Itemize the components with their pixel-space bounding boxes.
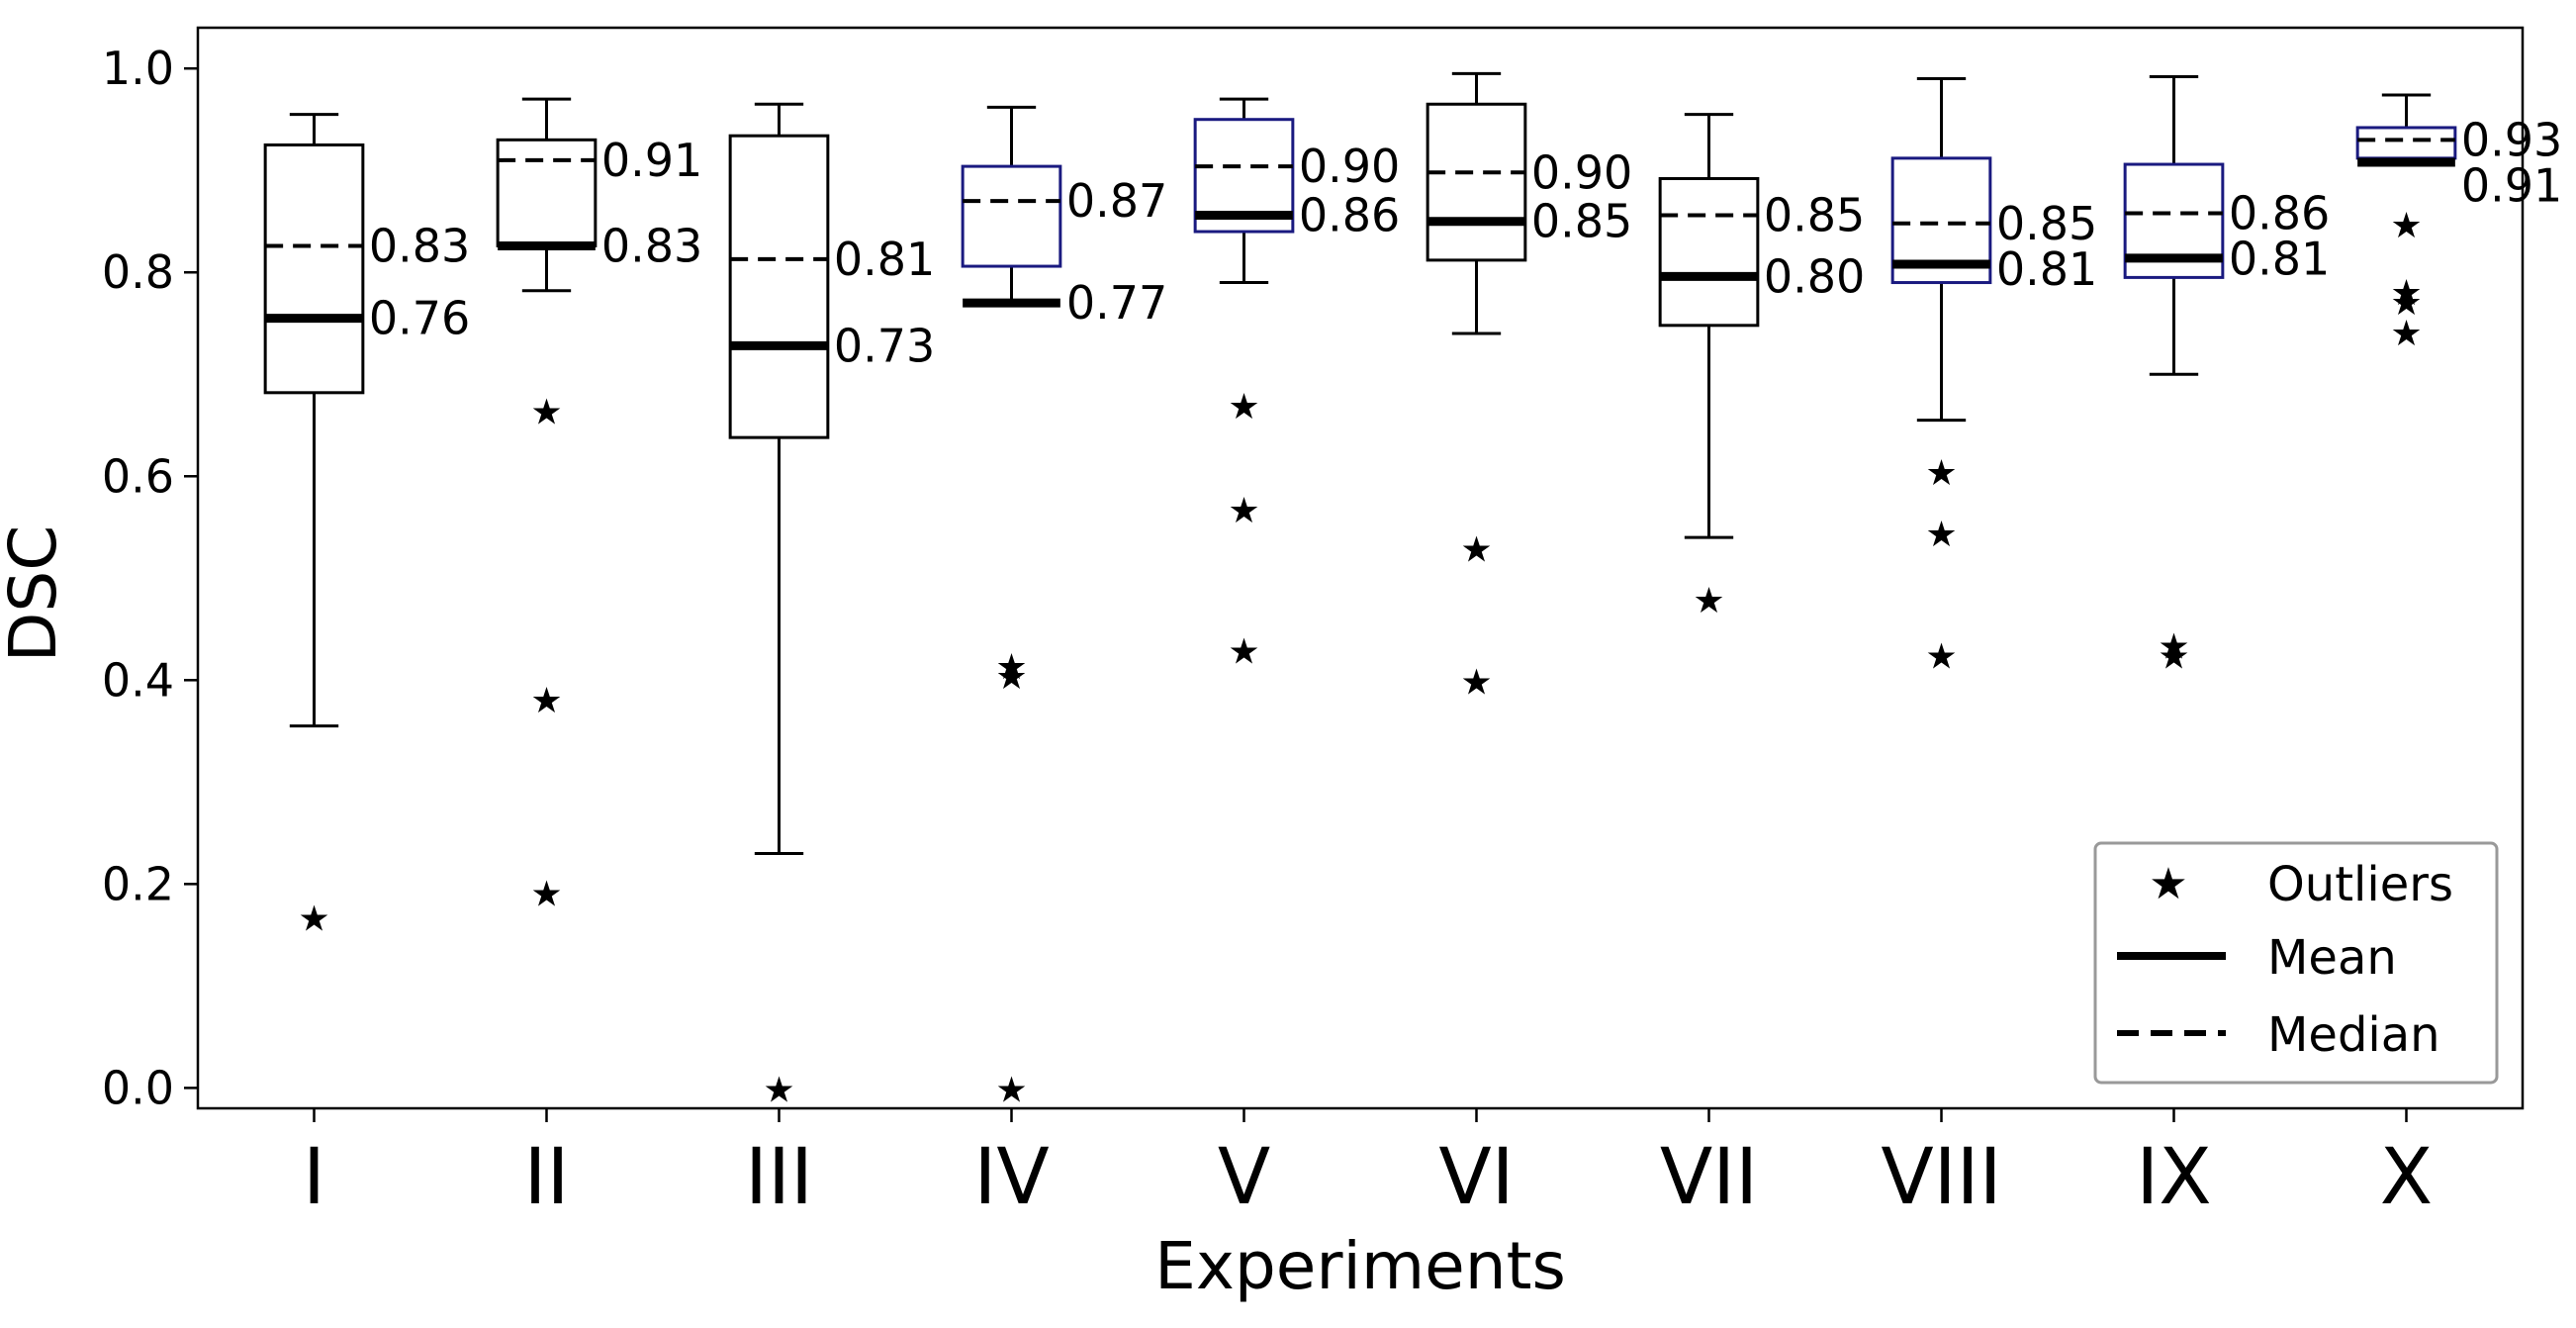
legend: ★ Outliers Mean Median	[2093, 841, 2499, 1085]
median-value-label: 0.85	[1996, 197, 2097, 250]
mean-value-label: 0.81	[2229, 232, 2330, 285]
outlier-point: ★	[2390, 206, 2422, 246]
median-value-label: 0.81	[834, 233, 935, 286]
outlier-point: ★	[2390, 314, 2422, 354]
outlier-point: ★	[298, 899, 329, 939]
outlier-point: ★	[530, 681, 562, 721]
box-iqr	[2355, 126, 2457, 160]
y-tick-label: 0.4	[102, 653, 174, 707]
mean-value-label: 0.83	[601, 219, 702, 272]
x-tick-label: IV	[973, 1133, 1049, 1222]
x-tick-label: I	[303, 1133, 325, 1222]
outlier-point: ★	[2390, 283, 2422, 324]
legend-star-icon: ★	[2149, 859, 2187, 909]
median-value-label: 0.83	[369, 219, 470, 272]
x-tick-label: III	[745, 1133, 813, 1222]
outlier-point: ★	[2390, 273, 2422, 314]
box-iqr	[1426, 102, 1527, 262]
median-value-label: 0.90	[1299, 140, 1400, 193]
mean-value-label: 0.80	[1764, 249, 1865, 303]
median-value-label: 0.86	[2229, 186, 2330, 239]
box-iqr	[496, 138, 598, 247]
mean-value-label: 0.85	[1531, 195, 1632, 248]
outlier-point: ★	[530, 875, 562, 915]
plot-area: 0.830.76★0.910.83★★★0.810.73★0.870.77★★★…	[263, 71, 2562, 1110]
outlier-point: ★	[1228, 631, 1259, 672]
legend-frame	[2093, 841, 2499, 1085]
y-tick-label: 0.8	[102, 245, 174, 299]
outlier-point: ★	[530, 392, 562, 432]
outlier-point: ★	[1228, 387, 1259, 427]
mean-value-label: 0.86	[1299, 189, 1400, 242]
outlier-point: ★	[763, 1070, 794, 1110]
box-group-x: 0.930.91★★★★	[2355, 93, 2562, 354]
x-tick-label: V	[1218, 1133, 1270, 1222]
median-value-label: 0.85	[1764, 189, 1865, 242]
axes: DSC Experiments 0.00.20.40.60.81.0I II III…	[0, 26, 2525, 1304]
median-value-label: 0.87	[1066, 174, 1167, 228]
outlier-point: ★	[1460, 662, 1492, 703]
box-group-ii: 0.91 0.83 ★ ★ ★	[496, 97, 702, 915]
box-iqr	[263, 142, 365, 395]
x-tick-label: VIII	[1881, 1133, 2001, 1222]
box-iqr	[1890, 156, 1992, 285]
mean-value-label: 0.91	[2461, 158, 2562, 212]
median-value-label: 0.91	[601, 134, 702, 187]
box-group-i: 0.83 0.76 ★	[263, 113, 470, 939]
box-iqr	[961, 164, 1062, 268]
x-axis-title: Experiments	[1154, 1228, 1566, 1304]
box-iqr	[1658, 176, 1760, 328]
median-value-label: 0.90	[1531, 145, 1632, 199]
median-value-label: 0.93	[2461, 113, 2562, 166]
plot-frame	[196, 26, 2525, 1110]
mean-value-label: 0.76	[369, 292, 470, 345]
x-tick-label: X	[2380, 1133, 2433, 1222]
outlier-point: ★	[1925, 453, 1957, 494]
y-tick-label: 1.0	[102, 42, 174, 95]
outlier-point: ★	[995, 1070, 1027, 1110]
outlier-point: ★	[1925, 637, 1957, 678]
outlier-point: ★	[1925, 515, 1957, 555]
box-iqr	[728, 134, 830, 439]
mean-value-label: 0.77	[1066, 276, 1167, 330]
legend-label-outliers: Outliers	[2267, 857, 2453, 912]
box-group-vii: 0.85 0.80 ★	[1658, 113, 1865, 621]
box-group-v: 0.900.86 ★ ★ ★	[1193, 97, 1400, 672]
box-group-vi: 0.900.85 ★ ★	[1426, 71, 1632, 703]
y-tick-label: 0.2	[102, 857, 174, 910]
y-tick-label: 0.0	[102, 1061, 174, 1114]
x-tick-label: VII	[1660, 1133, 1758, 1222]
y-axis-title: DSC	[0, 525, 71, 663]
outlier-point: ★	[995, 647, 1027, 688]
outlier-point: ★	[1228, 491, 1259, 531]
legend-label-median: Median	[2267, 1007, 2440, 1063]
y-tick-label: 0.6	[102, 449, 174, 503]
x-tick-label: II	[523, 1133, 569, 1222]
outlier-point: ★	[1693, 581, 1724, 621]
box-iqr	[2123, 162, 2225, 279]
outlier-point: ★	[995, 657, 1027, 698]
box-group-iv: 0.870.77★★★	[961, 105, 1167, 1110]
mean-value-label: 0.81	[1996, 242, 2097, 296]
outlier-point: ★	[2158, 637, 2189, 678]
box-group-ix: 0.860.81 ★★	[2123, 74, 2330, 678]
legend-entry-median: Median	[2117, 1007, 2440, 1063]
outlier-point: ★	[2158, 626, 2189, 667]
x-tick-label: VI	[1438, 1133, 1514, 1222]
box-group-viii: 0.850.81 ★ ★ ★	[1890, 77, 2097, 678]
x-tick-label: IX	[2136, 1133, 2211, 1222]
legend-entry-mean: Mean	[2117, 930, 2397, 986]
legend-label-mean: Mean	[2267, 930, 2397, 986]
box-group-iii: 0.81 0.73 ★	[728, 102, 935, 1110]
mean-value-label: 0.73	[834, 319, 935, 372]
legend-entry-outliers: ★ Outliers	[2149, 857, 2453, 912]
outlier-point: ★	[1460, 529, 1492, 570]
box-iqr	[1193, 118, 1295, 234]
